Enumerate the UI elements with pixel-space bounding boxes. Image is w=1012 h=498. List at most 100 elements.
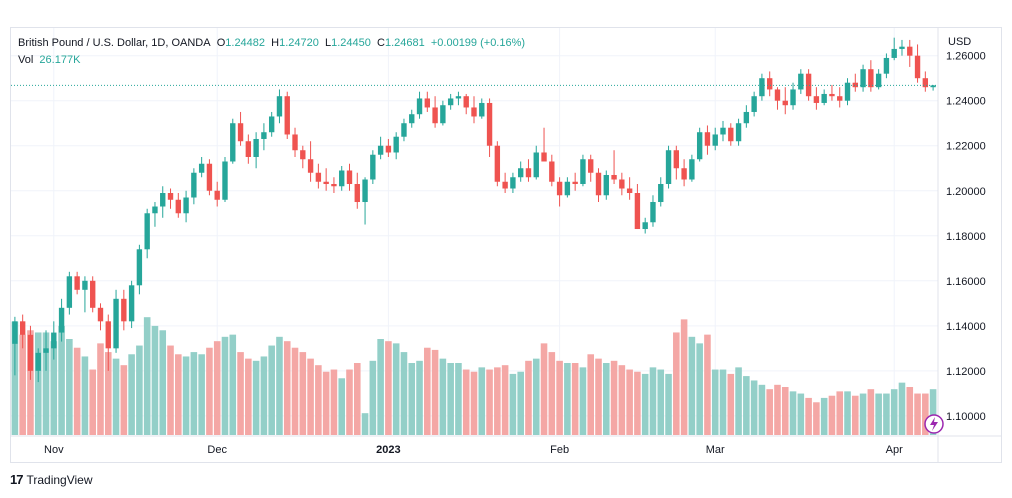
candle — [486, 98, 493, 157]
price-tick-label: 1.22000 — [946, 141, 986, 153]
volume-bar — [719, 369, 727, 435]
time-axis[interactable]: NovDec2023FebMarAprMay — [44, 444, 1012, 456]
candle-body — [914, 55, 921, 79]
open-label: O — [216, 37, 226, 49]
volume-bar — [875, 393, 882, 435]
candle-body — [144, 213, 150, 250]
candle — [813, 87, 820, 110]
candle-body — [673, 150, 680, 169]
change-value: +0.00199 (+0.16%) — [430, 37, 526, 49]
candle-body — [43, 348, 49, 353]
candle — [595, 168, 602, 203]
candle-body — [97, 307, 104, 322]
candle-body — [891, 48, 897, 58]
volume-bar — [587, 354, 595, 435]
candle-body — [720, 127, 726, 135]
volume-bar — [688, 336, 696, 435]
candle — [27, 325, 34, 380]
candle — [385, 138, 392, 157]
candle-body — [502, 181, 508, 189]
volume-bar — [439, 358, 447, 435]
tradingview-brand[interactable]: 17 TradingView — [10, 472, 93, 487]
candle-body — [681, 168, 687, 180]
candle-body — [175, 199, 181, 214]
candle — [658, 177, 664, 207]
volume-bar — [634, 371, 641, 435]
volume-bar — [750, 380, 758, 435]
candle — [875, 69, 882, 90]
candle-body — [447, 98, 454, 106]
candle — [323, 168, 329, 191]
candle — [206, 159, 213, 196]
candle-body — [416, 98, 423, 115]
candle — [790, 82, 796, 110]
volume-bar — [618, 365, 626, 435]
candle — [113, 289, 119, 353]
volume-bar — [11, 321, 19, 435]
candle-body — [712, 134, 718, 146]
candle — [245, 134, 252, 164]
lightning-icon[interactable] — [924, 414, 944, 434]
candle-body — [167, 193, 174, 200]
price-tick-label: 1.10000 — [946, 411, 986, 423]
candle — [144, 208, 150, 259]
volume-bar — [890, 389, 898, 435]
candle-body — [121, 298, 127, 322]
price-tick-label: 1.26000 — [946, 51, 986, 63]
price-axis[interactable]: 1.26000 1.24000 1.22000 1.20000 1.18000 1.160… — [946, 51, 986, 423]
candle-body — [455, 96, 462, 99]
volume-bar — [252, 360, 260, 435]
candle — [152, 202, 158, 227]
candle — [611, 150, 617, 185]
candle — [253, 132, 259, 169]
volume-bar — [540, 343, 548, 435]
candle-body — [222, 161, 228, 200]
candle — [580, 154, 586, 187]
volume-bar — [455, 363, 462, 435]
candle — [237, 111, 244, 146]
candle — [650, 195, 656, 227]
candle-body — [463, 96, 469, 108]
volume-bar — [696, 343, 703, 435]
price-tick-label: 1.14000 — [946, 321, 986, 333]
ohlc-row: British Pound / U.S. Dollar, 1D, OANDA O… — [18, 35, 525, 52]
candle-body — [510, 177, 516, 189]
volume-bar — [81, 356, 89, 435]
candle — [759, 73, 765, 101]
candle-body — [634, 193, 641, 230]
volume-bar — [797, 393, 805, 435]
candle — [494, 141, 501, 187]
candle-body — [206, 163, 213, 191]
candle — [66, 271, 73, 315]
volume-bar — [167, 345, 174, 435]
symbol-title[interactable]: British Pound / U.S. Dollar, 1D, OANDA — [18, 37, 211, 49]
volume-bar — [494, 367, 501, 435]
volume-bar — [175, 354, 182, 435]
candle-body — [556, 181, 563, 196]
volume-bar — [486, 369, 493, 435]
volume-bar — [774, 384, 781, 435]
candle-body — [191, 172, 197, 198]
volume-bar — [883, 393, 890, 435]
candle — [35, 348, 41, 383]
candle — [409, 109, 415, 128]
candle — [704, 125, 711, 155]
candle-body — [642, 222, 648, 230]
candle — [58, 298, 65, 342]
candle — [121, 289, 127, 331]
candle-body — [852, 82, 858, 88]
volume-bar — [385, 341, 392, 435]
candle — [401, 118, 407, 142]
volume-bar — [338, 378, 346, 435]
volume-label[interactable]: Vol — [18, 54, 34, 66]
candle — [502, 172, 508, 194]
candle — [728, 123, 734, 146]
volume-bar — [245, 358, 252, 435]
candle — [821, 89, 827, 106]
candle-body — [183, 197, 189, 214]
candle — [222, 156, 228, 203]
candle — [891, 37, 897, 61]
candle-body — [782, 100, 788, 106]
candle-body — [650, 202, 656, 223]
